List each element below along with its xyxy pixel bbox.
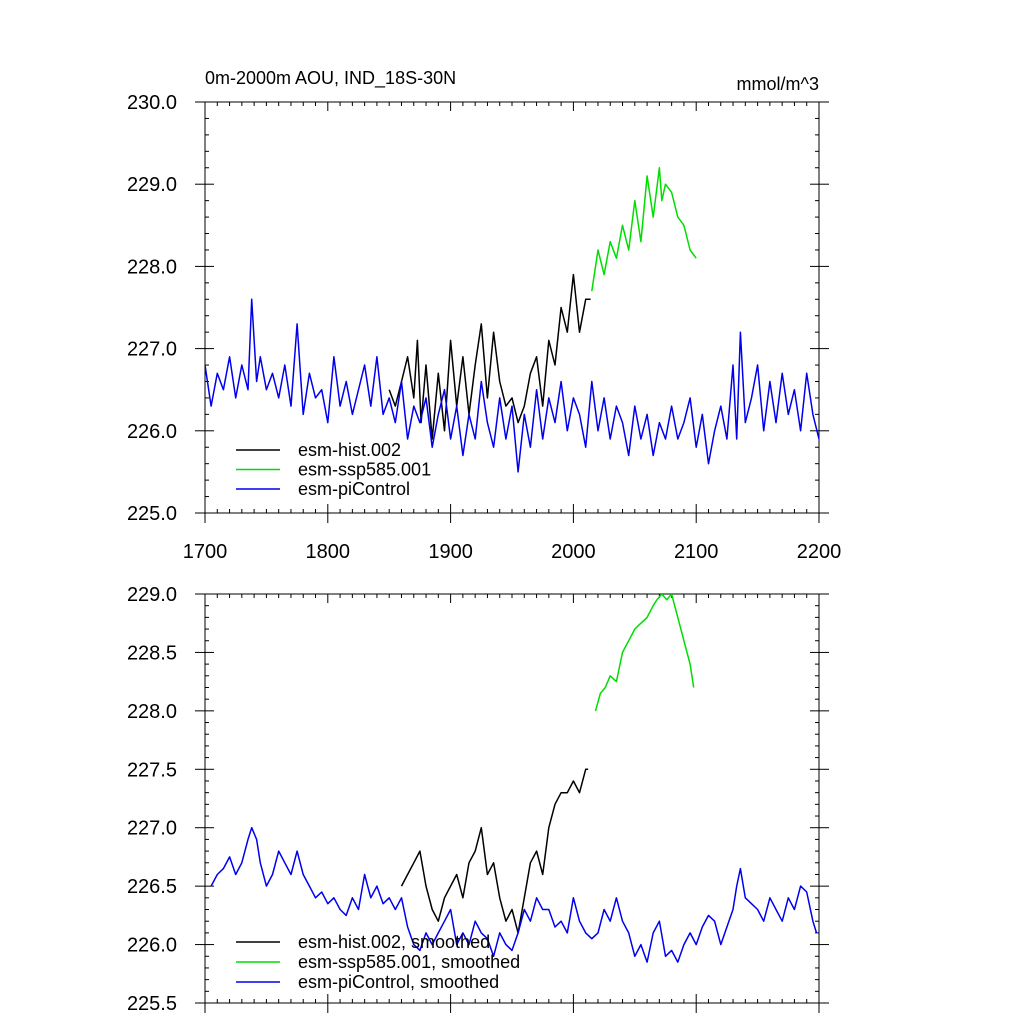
y-tick-label: 225.5 (127, 993, 177, 1015)
y-tick-label: 226.0 (127, 935, 177, 957)
y-tick-label: 227.5 (127, 759, 177, 781)
y-tick-label: 228.0 (127, 256, 177, 278)
legend-label: esm-ssp585.001, smoothed (298, 952, 520, 972)
y-tick-label: 226.5 (127, 876, 177, 898)
y-tick-label: 226.0 (127, 421, 177, 443)
series-group (210, 594, 818, 963)
y-tick-label: 227.0 (127, 339, 177, 361)
y-tick-label: 227.0 (127, 818, 177, 840)
series-line-0 (400, 768, 589, 934)
legend-label: esm-hist.002, smoothed (298, 932, 490, 952)
y-tick-label: 230.0 (127, 92, 177, 114)
series-line-0 (388, 273, 591, 440)
x-tick-label: 2000 (551, 541, 596, 563)
series-line-2 (205, 298, 819, 473)
units-label: mmol/m^3 (737, 74, 819, 94)
top-panel: 1700 1800 1900 2000 2100 2200 225.0 226.0 227.0 2… (127, 68, 841, 563)
y-tick-label: 229.0 (127, 584, 177, 606)
legend-label: esm-hist.002 (298, 440, 401, 460)
x-tick-label: 1900 (428, 541, 473, 563)
chart-title: 0m-2000m AOU, IND_18S-30N (205, 68, 456, 89)
x-tick-label: 1700 (183, 541, 228, 563)
x-tick-label: 1800 (306, 541, 351, 563)
y-tick-label: 228.5 (127, 642, 177, 664)
series-line-1 (594, 594, 695, 712)
x-tick-label: 2100 (674, 541, 719, 563)
series-group (205, 167, 819, 473)
series-line-1 (591, 167, 697, 292)
y-tick-label: 225.0 (127, 503, 177, 525)
legend-label: esm-ssp585.001 (298, 460, 431, 480)
legend-label: esm-piControl (298, 479, 410, 499)
legend-label: esm-piControl, smoothed (298, 972, 499, 992)
series-line-2 (210, 826, 818, 963)
y-tick-label: 229.0 (127, 174, 177, 196)
bottom-panel: 225.5 226.0 226.5 227.0 227.5 228.0 228.5 229.0… (127, 584, 829, 1015)
x-tick-label: 2200 (797, 541, 842, 563)
y-tick-label: 228.0 (127, 701, 177, 723)
